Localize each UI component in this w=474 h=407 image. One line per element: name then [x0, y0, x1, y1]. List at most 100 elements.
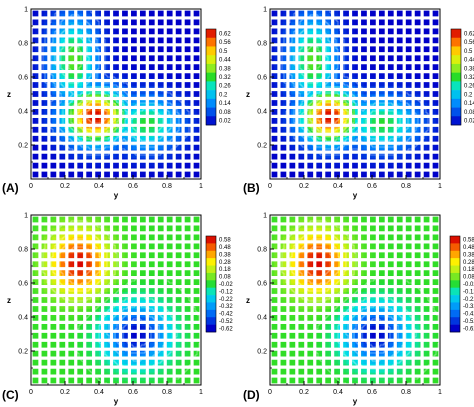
- heatmap-cell: [103, 85, 108, 91]
- heatmap-cell: [333, 162, 339, 167]
- heatmap-cell: [60, 227, 66, 233]
- heatmap-cell: [325, 106, 330, 112]
- heatmap-cell: [69, 351, 74, 356]
- heatmap-cell: [184, 72, 189, 78]
- heatmap-cell: [158, 106, 164, 112]
- heatmap-cell: [39, 102, 45, 108]
- heatmap-cell: [150, 128, 155, 133]
- heatmap-cell: [124, 102, 130, 108]
- heatmap-cell: [128, 300, 134, 305]
- heatmap-cell: [274, 106, 279, 112]
- heatmap-cell: [175, 30, 181, 35]
- heatmap-cell: [141, 236, 147, 241]
- heatmap-cell: [86, 219, 91, 224]
- heatmap-cell: [35, 368, 40, 373]
- heatmap-cell: [192, 300, 198, 305]
- heatmap-cell: [308, 9, 313, 14]
- heatmap-cell: [397, 106, 403, 112]
- y-tick-label: 0.8: [18, 247, 28, 254]
- heatmap-cell: [333, 21, 339, 27]
- heatmap-cell: [43, 85, 49, 91]
- heatmap-cell: [31, 253, 36, 258]
- colorbar-swatch: [206, 116, 216, 126]
- heatmap-cell: [103, 89, 108, 95]
- heatmap-cell: [435, 136, 441, 142]
- heatmap-cell: [39, 270, 45, 275]
- heatmap-cell: [175, 145, 181, 150]
- heatmap-cell: [282, 89, 288, 95]
- heatmap-cell: [184, 136, 189, 142]
- heatmap-cell: [389, 9, 394, 14]
- colorbar-tick-label: 0.62: [464, 31, 474, 37]
- heatmap-cell: [196, 325, 202, 331]
- heatmap-cell: [192, 13, 198, 18]
- heatmap-cell: [107, 351, 113, 356]
- heatmap-cell: [31, 94, 36, 99]
- heatmap-cell: [35, 102, 40, 108]
- heatmap-cell: [291, 85, 296, 91]
- heatmap-cell: [120, 170, 125, 176]
- heatmap-cell: [116, 55, 121, 61]
- heatmap-cell: [35, 128, 40, 133]
- heatmap-cell: [107, 174, 113, 180]
- heatmap-cell: [124, 145, 130, 150]
- heatmap-cell: [39, 291, 45, 297]
- heatmap-cell: [103, 98, 108, 103]
- heatmap-cell: [380, 72, 386, 78]
- heatmap-cell: [196, 223, 202, 229]
- heatmap-cell: [31, 55, 36, 61]
- heatmap-cell: [111, 153, 117, 159]
- heatmap-cell: [107, 17, 113, 23]
- heatmap-cell: [270, 174, 275, 180]
- heatmap-cell: [94, 119, 100, 125]
- heatmap-cell: [43, 223, 49, 229]
- heatmap-cell: [116, 128, 121, 133]
- heatmap-cell: [77, 89, 83, 95]
- heatmap-cell: [192, 376, 198, 382]
- heatmap-cell: [116, 170, 121, 176]
- heatmap-cell: [60, 55, 66, 61]
- heatmap-cell: [196, 359, 202, 365]
- heatmap-cell: [94, 380, 100, 386]
- heatmap-cell: [107, 119, 113, 125]
- heatmap-cell: [346, 170, 352, 176]
- heatmap-cell: [107, 153, 113, 159]
- heatmap-cell: [299, 94, 305, 99]
- heatmap-cell: [291, 128, 296, 133]
- heatmap-cell: [158, 380, 164, 386]
- heatmap-cell: [196, 304, 202, 309]
- heatmap-cell: [175, 227, 181, 233]
- heatmap-cell: [39, 278, 45, 284]
- heatmap-cell: [282, 30, 288, 35]
- heatmap-cell: [60, 380, 66, 386]
- heatmap-cell: [69, 270, 74, 275]
- heatmap-cell: [133, 17, 138, 23]
- heatmap-cell: [31, 219, 36, 224]
- heatmap-cell: [192, 223, 198, 229]
- heatmap-cell: [274, 89, 279, 95]
- heatmap-cell: [397, 128, 403, 133]
- heatmap-cell: [192, 81, 198, 86]
- heatmap-cell: [43, 9, 49, 14]
- heatmap-cell: [355, 81, 360, 86]
- heatmap-cell: [316, 72, 322, 78]
- heatmap-cell: [192, 47, 198, 52]
- heatmap-cell: [86, 291, 91, 297]
- heatmap-cell: [406, 13, 411, 18]
- heatmap-cell: [31, 223, 36, 229]
- heatmap-cell: [282, 55, 288, 61]
- heatmap-cell: [107, 304, 113, 309]
- heatmap-cell: [316, 102, 322, 108]
- heatmap-cell: [77, 317, 83, 322]
- heatmap-cell: [120, 13, 125, 18]
- heatmap-cell: [43, 215, 49, 220]
- heatmap-cell: [60, 102, 66, 108]
- heatmap-cell: [39, 98, 45, 103]
- heatmap-cell: [414, 55, 420, 61]
- heatmap-cell: [86, 368, 91, 373]
- heatmap-cell: [77, 325, 83, 331]
- heatmap-cell: [133, 334, 138, 339]
- heatmap-cell: [94, 334, 100, 339]
- heatmap-cell: [270, 64, 275, 69]
- heatmap-cell: [282, 136, 288, 142]
